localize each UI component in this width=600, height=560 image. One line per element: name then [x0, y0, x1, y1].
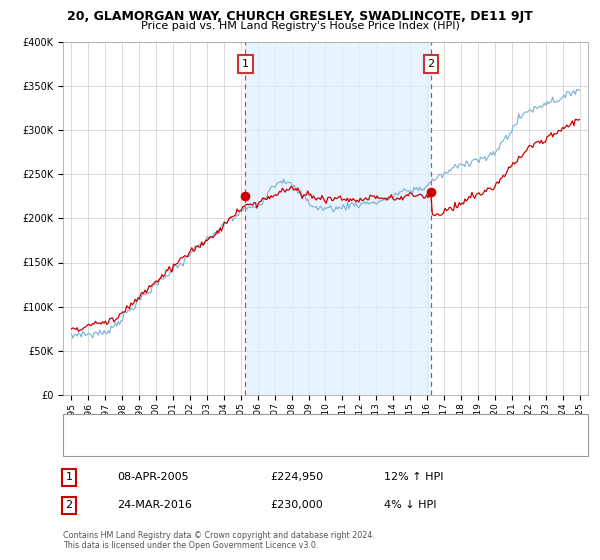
Text: HPI: Average price, detached house, South Derbyshire: HPI: Average price, detached house, Sout… — [93, 442, 339, 451]
Text: 1: 1 — [65, 472, 73, 482]
Text: 1: 1 — [242, 59, 249, 69]
Text: Contains HM Land Registry data © Crown copyright and database right 2024.
This d: Contains HM Land Registry data © Crown c… — [63, 531, 375, 550]
Text: 20, GLAMORGAN WAY, CHURCH GRESLEY, SWADLINCOTE, DE11 9JT: 20, GLAMORGAN WAY, CHURCH GRESLEY, SWADL… — [67, 10, 533, 23]
Text: £224,950: £224,950 — [270, 472, 323, 482]
Text: 20, GLAMORGAN WAY, CHURCH GRESLEY, SWADLINCOTE, DE11 9JT (detached house): 20, GLAMORGAN WAY, CHURCH GRESLEY, SWADL… — [93, 419, 479, 429]
Text: 12% ↑ HPI: 12% ↑ HPI — [384, 472, 443, 482]
Text: 24-MAR-2016: 24-MAR-2016 — [117, 500, 192, 510]
Text: 2: 2 — [65, 500, 73, 510]
Text: Price paid vs. HM Land Registry's House Price Index (HPI): Price paid vs. HM Land Registry's House … — [140, 21, 460, 31]
Text: 2: 2 — [427, 59, 434, 69]
Text: 4% ↓ HPI: 4% ↓ HPI — [384, 500, 437, 510]
Bar — [245, 42, 431, 395]
Text: 08-APR-2005: 08-APR-2005 — [117, 472, 188, 482]
Text: £230,000: £230,000 — [270, 500, 323, 510]
